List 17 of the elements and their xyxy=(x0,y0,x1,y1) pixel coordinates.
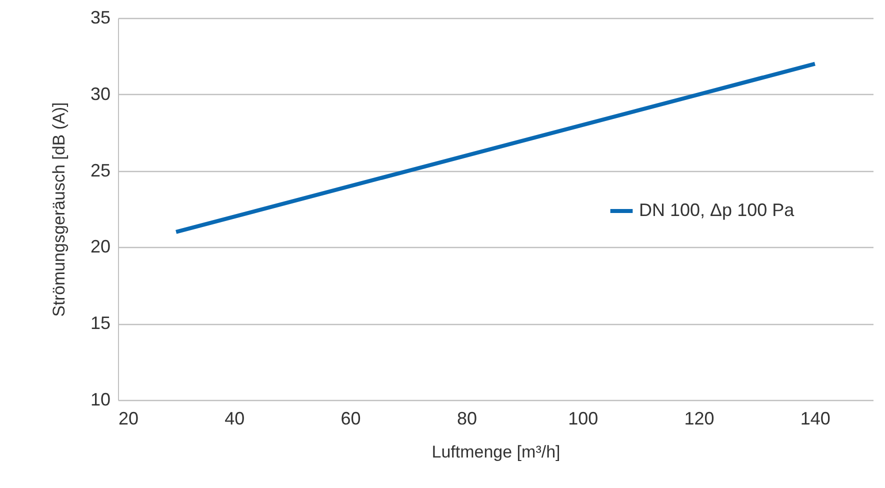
line-series xyxy=(174,62,817,234)
x-tick-label: 140 xyxy=(800,408,830,428)
y-tick-label: 20 xyxy=(90,236,110,257)
y-tick-label: 35 xyxy=(90,8,110,28)
x-tick-label: 80 xyxy=(456,408,477,428)
legend-label: DN 100, Δp 100 Pa xyxy=(639,200,796,220)
y-tick-label: 15 xyxy=(90,313,110,334)
x-tick-label: 20 xyxy=(118,408,139,428)
x-tick-label: 40 xyxy=(224,408,245,428)
y-tick-label: 10 xyxy=(90,390,110,410)
y-tick-label: 30 xyxy=(90,84,110,104)
x-tick-label: 100 xyxy=(568,408,598,428)
y-tick-label: 25 xyxy=(90,160,110,180)
x-tick-label: 60 xyxy=(340,408,361,428)
x-axis-title: Luftmenge [m³/h] xyxy=(432,442,560,462)
y-axis-title: Strömungsgeräusch [dB (A)] xyxy=(49,102,68,317)
x-tick-label: 120 xyxy=(684,408,714,428)
